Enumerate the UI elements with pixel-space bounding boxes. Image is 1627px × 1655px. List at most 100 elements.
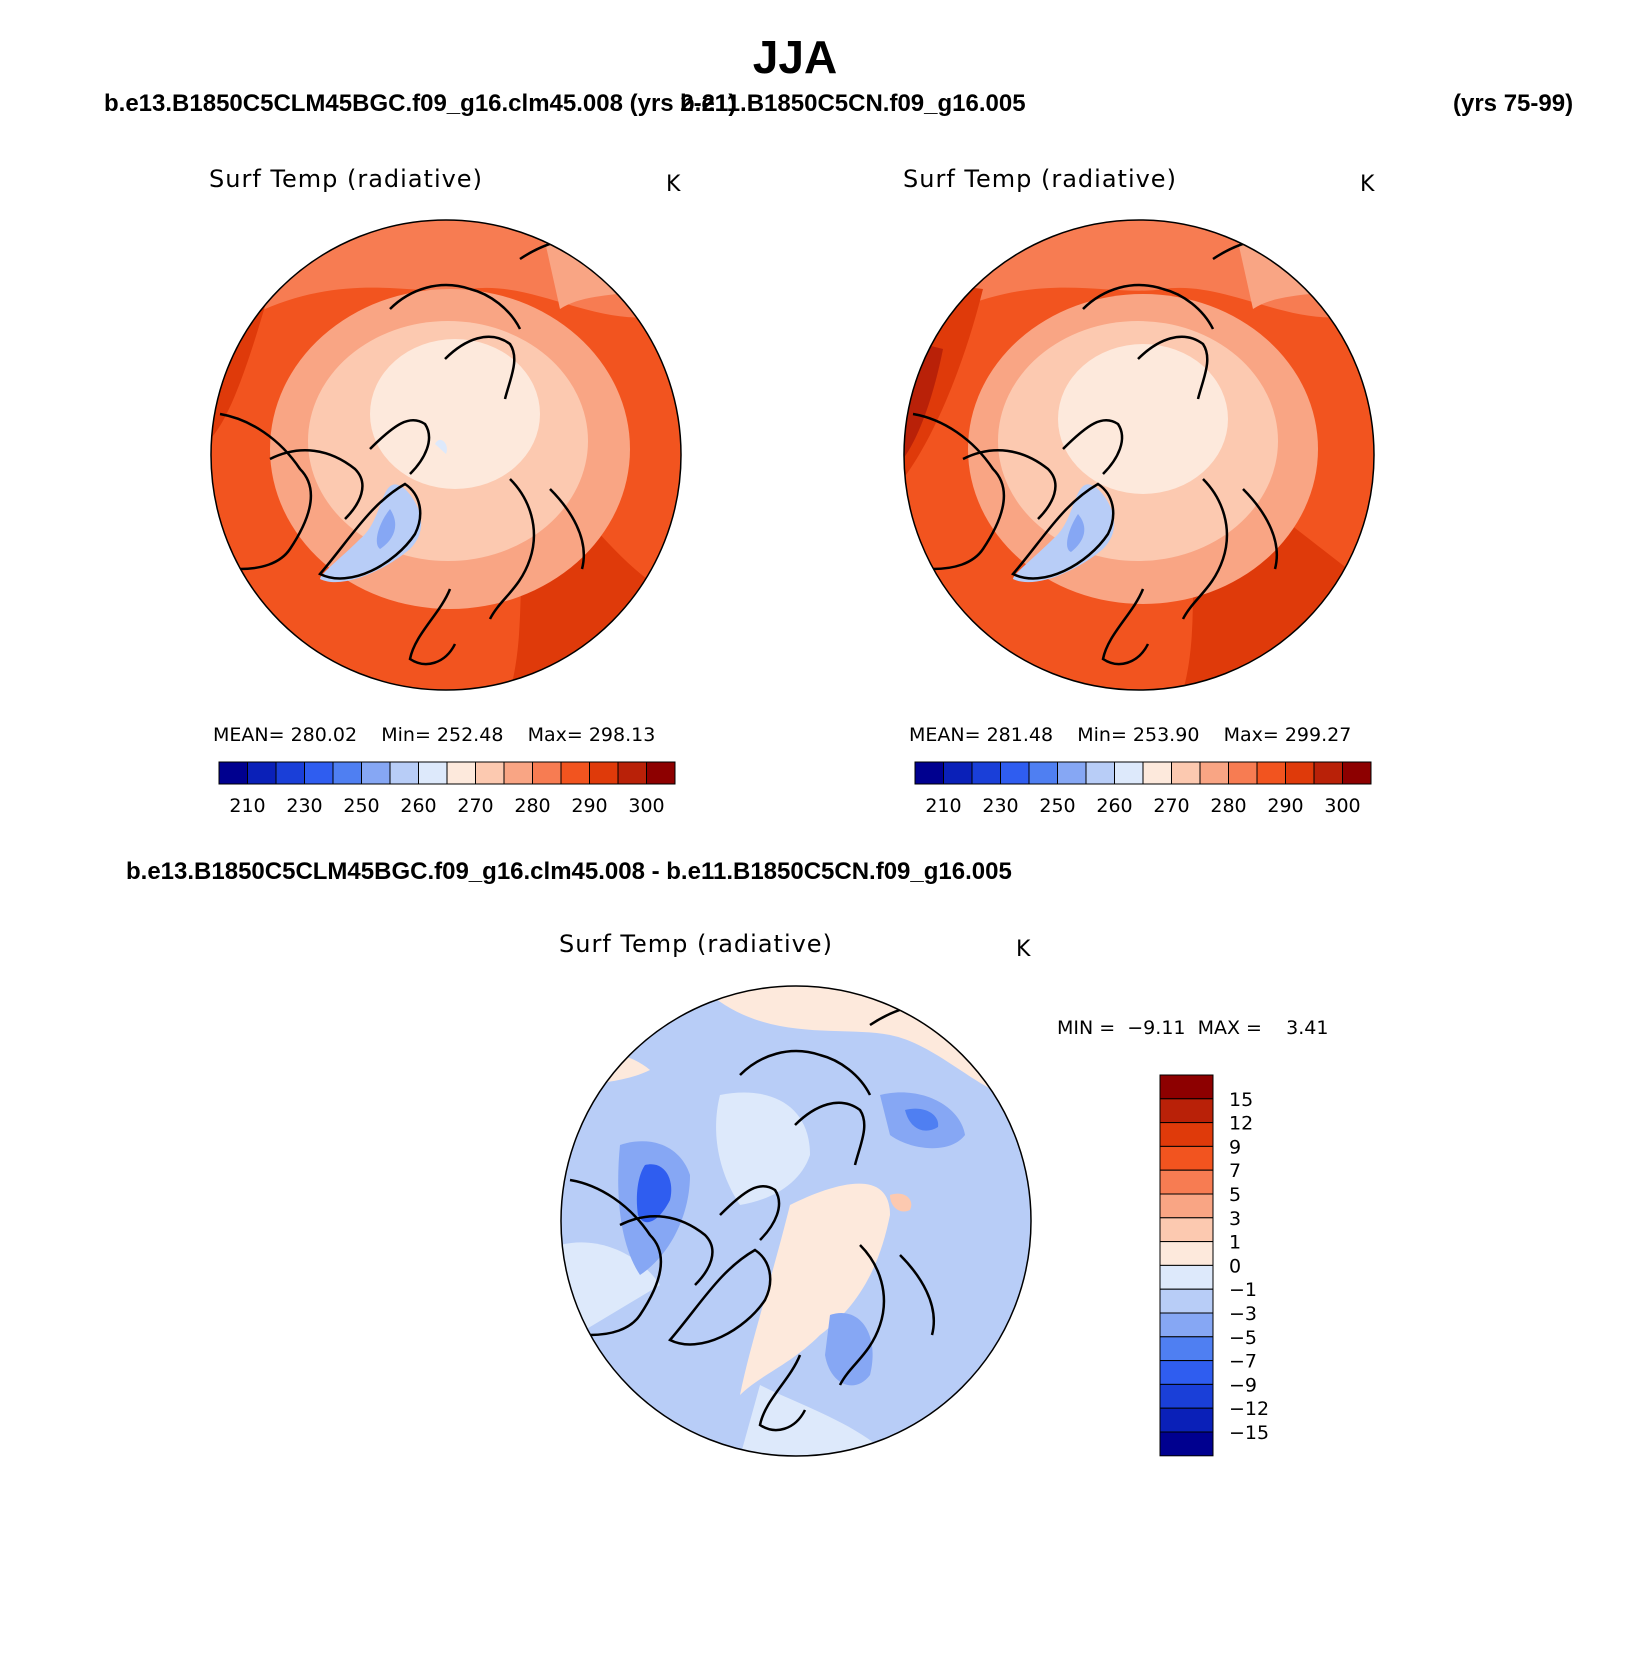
difference-colorbar-tick-label: 0 xyxy=(1229,1255,1241,1277)
panel-2-colorbar-tick-label: 290 xyxy=(1267,795,1303,817)
panel-2-colorbar-swatch xyxy=(1057,761,1087,785)
panel-2-years: (yrs 75-99) xyxy=(1453,90,1574,117)
panel-1-colorbar-tick-label: 280 xyxy=(514,795,550,817)
difference-colorbar-tick-label: −15 xyxy=(1229,1422,1269,1444)
panel-2-colorbar-swatch xyxy=(1228,761,1258,785)
panel-1-case-label: b.e13.B1850C5CLM45BGC.f09_g16.clm45.008 … xyxy=(104,90,737,117)
panel-1-colorbar-swatch xyxy=(589,761,619,785)
panel-1-arctic-ocean xyxy=(370,339,540,489)
panel-2-max-value: 299.27 xyxy=(1284,724,1352,746)
difference-neutral-west xyxy=(561,1242,660,1345)
panel-2-max-label: Max= xyxy=(1223,724,1279,746)
difference-colorbar-tick-label: 7 xyxy=(1229,1160,1241,1182)
difference-neutral-ocean xyxy=(716,1092,810,1205)
difference-colorbar-tick-label: 3 xyxy=(1229,1208,1241,1230)
panel-1-colorbar-tick-label: 300 xyxy=(628,795,664,817)
panel-2-variable: Surf Temp (radiative) xyxy=(903,165,1177,193)
panel-1-colorbar-swatch xyxy=(247,761,277,785)
difference-colorbar-swatch xyxy=(1159,1217,1214,1243)
difference-cold-archipelago xyxy=(636,1164,672,1223)
panel-1-colorbar-swatch xyxy=(617,761,647,785)
difference-warm-arctic-ocean xyxy=(740,1183,890,1395)
panel-1-colorbar-tick-label: 290 xyxy=(571,795,607,817)
panel-2-greenland xyxy=(1013,484,1115,583)
panel-2-colorbar-swatch xyxy=(971,761,1001,785)
panel-2-colorbar-swatch xyxy=(1199,761,1229,785)
panel-2-colorbar-swatch xyxy=(1256,761,1286,785)
panel-1-colorbar-tick-label: 250 xyxy=(343,795,379,817)
panel-1-colorbar-swatch xyxy=(332,761,362,785)
difference-colorbar-tick-label: 1 xyxy=(1229,1232,1241,1254)
difference-colorbar-swatch xyxy=(1159,1383,1214,1409)
difference-colder-siberia xyxy=(905,1108,939,1131)
panel-1-coastlines xyxy=(219,236,621,666)
difference-min-value: −9.11 xyxy=(1127,1017,1186,1039)
panel-2-coastlines xyxy=(912,236,1314,666)
panel-1-colorbar-tick-label: 270 xyxy=(457,795,493,817)
panel-2-colorbar-tick-label: 280 xyxy=(1210,795,1246,817)
panel-1-colorbar: 210 230 250 260 270 280 290 300 xyxy=(218,761,676,817)
panel-1-colorbar-swatch xyxy=(218,761,248,785)
panel-2-polar-map xyxy=(903,219,1375,691)
difference-polar-map xyxy=(560,985,1032,1457)
difference-colorbar-tick-label: −7 xyxy=(1229,1351,1257,1373)
difference-colorbar-tick-label: −1 xyxy=(1229,1279,1257,1301)
panel-2-min-label: Min= xyxy=(1077,724,1127,746)
panel-1-colorbar-swatch xyxy=(560,761,590,785)
panel-2-colorbar-swatch xyxy=(1171,761,1201,785)
panel-1-mean-value: 280.02 xyxy=(290,724,358,746)
panel-2-colorbar-swatch xyxy=(1285,761,1315,785)
difference-colorbar-tick-label: 12 xyxy=(1229,1113,1253,1135)
panel-1-greenland-core xyxy=(376,509,396,549)
difference-colorbar-tick-label: −3 xyxy=(1229,1303,1257,1325)
difference-colorbar-swatch xyxy=(1159,1312,1214,1338)
panel-2-colorbar-tick-label: 300 xyxy=(1324,795,1360,817)
panel-2-colorbar-swatch xyxy=(914,761,944,785)
panel-2-colorbar-tick-label: 270 xyxy=(1153,795,1189,817)
panel-1-greenland xyxy=(320,484,422,583)
panel-1-colorbar-swatch xyxy=(389,761,419,785)
panel-2-colorbar-swatch xyxy=(1000,761,1030,785)
panel-1-colorbar-swatch xyxy=(503,761,533,785)
panel-2-stats: MEAN= 281.48 Min= 253.90 Max= 299.27 xyxy=(909,724,1351,746)
difference-stats: MIN = −9.11 MAX = 3.41 xyxy=(1057,1017,1328,1039)
difference-cool-scandinavia xyxy=(825,1313,873,1386)
panel-1-colorbar-tick-label: 210 xyxy=(229,795,265,817)
difference-colorbar-swatch xyxy=(1159,1431,1214,1457)
panel-2-colorbar-swatch xyxy=(1085,761,1115,785)
panel-1-variable: Surf Temp (radiative) xyxy=(209,165,483,193)
difference-map-border xyxy=(560,985,1032,1457)
panel-2-colorbar-tick-label: 260 xyxy=(1096,795,1132,817)
panel-1-units: K xyxy=(666,172,681,197)
panel-1-stats: MEAN= 280.02 Min= 252.48 Max= 298.13 xyxy=(213,724,655,746)
panel-1-max-value: 298.13 xyxy=(588,724,656,746)
difference-colorbar-swatch xyxy=(1159,1145,1214,1171)
difference-colorbar-tick-label: −12 xyxy=(1229,1398,1269,1420)
panel-2-colorbar-tick-label: 250 xyxy=(1039,795,1075,817)
panel-2-mean-value: 281.48 xyxy=(986,724,1054,746)
difference-colorbar-swatch xyxy=(1159,1241,1214,1266)
difference-colorbar-swatch xyxy=(1159,1122,1214,1147)
difference-variable: Surf Temp (radiative) xyxy=(559,930,833,958)
panel-2-colorbar-tick-label: 230 xyxy=(982,795,1018,817)
panel-2-units: K xyxy=(1360,172,1375,197)
difference-max-value: 3.41 xyxy=(1286,1017,1329,1039)
panel-1-colorbar-swatch xyxy=(418,761,448,785)
panel-1-colorbar-swatch xyxy=(446,761,476,785)
panel-2-colorbar-swatch xyxy=(1342,761,1372,785)
panel-2-colorbar-swatch xyxy=(1028,761,1058,785)
difference-colorbar-tick-label: 5 xyxy=(1229,1184,1241,1206)
panel-1-map-border xyxy=(210,219,682,691)
difference-colorbar-swatch xyxy=(1159,1288,1214,1314)
difference-min-label: MIN = xyxy=(1057,1017,1116,1039)
panel-1-colorbar-swatch xyxy=(646,761,676,785)
panel-1-colorbar-swatch xyxy=(532,761,562,785)
panel-1-colorbar-swatch xyxy=(275,761,305,785)
panel-2-min-value: 253.90 xyxy=(1132,724,1200,746)
panel-1-colorbar-tick-label: 230 xyxy=(286,795,322,817)
panel-2-colorbar-swatch xyxy=(943,761,973,785)
panel-2-colorbar-swatch xyxy=(1142,761,1172,785)
panel-2-case-label: b.e11.B1850C5CN.f09_g16.005 xyxy=(680,90,1026,117)
difference-case-label: b.e13.B1850C5CLM45BGC.f09_g16.clm45.008 … xyxy=(126,858,1012,885)
